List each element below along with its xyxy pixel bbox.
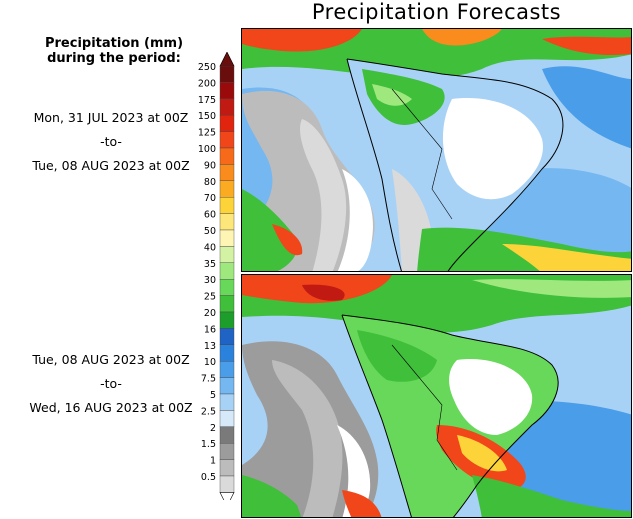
color-scale-tick-label: 40 bbox=[204, 242, 216, 253]
legend-heading-line1: Precipitation (mm) bbox=[44, 36, 184, 51]
color-scale-tick-label: 150 bbox=[198, 111, 216, 122]
color-scale-tick-label: 100 bbox=[198, 144, 216, 155]
color-scale-tick-label: 5 bbox=[210, 390, 216, 401]
period-2-label: Tue, 08 AUG 2023 at 00Z -to- Wed, 16 AUG… bbox=[0, 348, 222, 420]
color-scale-tick-label: 50 bbox=[204, 226, 216, 237]
color-scale-tick-label: 175 bbox=[198, 95, 216, 106]
color-scale-swatch bbox=[219, 393, 235, 411]
color-scale-tick-label: 80 bbox=[204, 177, 216, 188]
legend-heading: Precipitation (mm) during the period: bbox=[0, 36, 228, 66]
color-scale-tick-label: 60 bbox=[204, 210, 216, 221]
color-scale-swatch bbox=[219, 147, 235, 165]
precipitation-color-scale: 2502001751501251009080706050403530252016… bbox=[198, 52, 235, 500]
color-scale-swatch bbox=[219, 410, 235, 427]
color-scale-swatch bbox=[219, 426, 235, 444]
color-scale-swatch bbox=[219, 246, 235, 263]
color-scale-swatch bbox=[219, 361, 235, 378]
color-scale-tick-label: 125 bbox=[198, 128, 216, 139]
period-2-separator: -to- bbox=[100, 376, 122, 391]
color-scale-swatch bbox=[219, 311, 235, 329]
color-scale-tick-label: 90 bbox=[204, 160, 216, 171]
color-scale-tick-label: 20 bbox=[204, 308, 216, 319]
color-scale-swatch bbox=[219, 115, 235, 132]
color-scale-swatch bbox=[219, 377, 235, 395]
forecast-map-1-canvas bbox=[242, 29, 631, 271]
color-scale-swatch bbox=[219, 443, 235, 460]
color-scale-tick-label: 35 bbox=[204, 259, 216, 270]
color-scale-bottom-arrow bbox=[219, 492, 235, 500]
color-scale-tick-label: 30 bbox=[204, 275, 216, 286]
color-scale-tick-label: 13 bbox=[204, 341, 216, 352]
color-scale-top-arrow bbox=[219, 52, 235, 67]
color-scale-tick-label: 25 bbox=[204, 292, 216, 303]
forecast-map-period-2 bbox=[241, 274, 632, 518]
color-scale-swatch bbox=[219, 196, 235, 214]
color-scale-swatch bbox=[219, 328, 235, 345]
color-scale-swatch bbox=[219, 65, 235, 83]
color-scale-swatch bbox=[219, 475, 235, 493]
color-scale-swatch bbox=[219, 180, 235, 198]
color-scale-tick-label: 1 bbox=[210, 456, 216, 467]
period-1-start: Mon, 31 JUL 2023 at 00Z bbox=[33, 110, 189, 125]
color-scale-tick-label: 0.5 bbox=[201, 472, 216, 483]
color-scale-tick-label: 70 bbox=[204, 193, 216, 204]
period-1-end: Tue, 08 AUG 2023 at 00Z bbox=[32, 158, 190, 173]
chart-title: Precipitation Forecasts bbox=[311, 0, 562, 24]
color-scale-tick-label: 250 bbox=[198, 62, 216, 73]
color-scale-tick-label: 7.5 bbox=[201, 374, 216, 385]
color-scale-tick-label: 2 bbox=[210, 423, 216, 434]
period-2-start: Tue, 08 AUG 2023 at 00Z bbox=[32, 352, 190, 367]
legend-heading-line2: during the period: bbox=[47, 51, 181, 66]
color-scale-swatch bbox=[219, 229, 235, 247]
color-scale-tick-label: 10 bbox=[204, 357, 216, 368]
color-scale-tick-label: 16 bbox=[204, 324, 216, 335]
forecast-map-period-1 bbox=[241, 28, 632, 272]
color-scale-swatch bbox=[219, 295, 235, 313]
color-scale-swatch bbox=[219, 262, 235, 280]
color-scale-swatch bbox=[219, 98, 235, 116]
color-scale-tick-label: 2.5 bbox=[201, 406, 216, 417]
color-scale-swatch bbox=[219, 213, 235, 231]
color-scale-tick-label: 200 bbox=[198, 78, 216, 89]
color-scale-swatch bbox=[219, 82, 235, 99]
forecast-map-2-canvas bbox=[242, 275, 631, 517]
color-scale-tick-label: 1.5 bbox=[201, 439, 216, 450]
color-scale-swatch bbox=[219, 459, 235, 477]
period-1-separator: -to- bbox=[100, 134, 122, 149]
color-scale-swatch bbox=[219, 278, 235, 296]
color-scale-swatch bbox=[219, 164, 235, 182]
period-1-label: Mon, 31 JUL 2023 at 00Z -to- Tue, 08 AUG… bbox=[0, 106, 222, 178]
color-scale-swatch bbox=[219, 131, 235, 149]
period-2-end: Wed, 16 AUG 2023 at 00Z bbox=[29, 400, 193, 415]
color-scale-swatch bbox=[219, 344, 235, 362]
